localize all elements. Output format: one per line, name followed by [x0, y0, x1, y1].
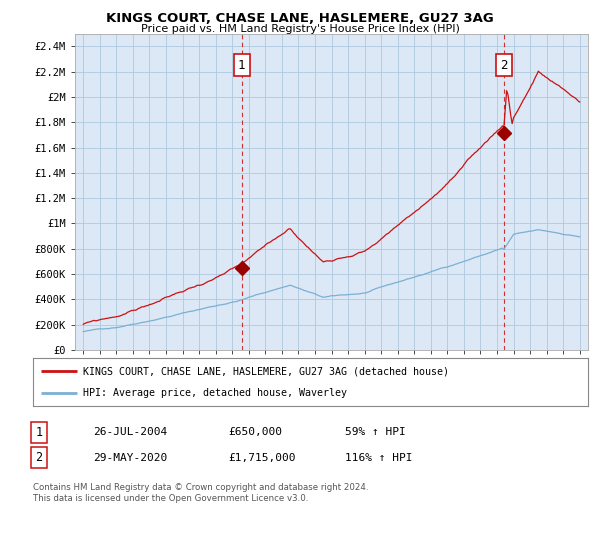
Text: This data is licensed under the Open Government Licence v3.0.: This data is licensed under the Open Gov…: [33, 494, 308, 503]
Text: 1: 1: [35, 426, 43, 439]
Text: 26-JUL-2004: 26-JUL-2004: [93, 427, 167, 437]
Text: KINGS COURT, CHASE LANE, HASLEMERE, GU27 3AG: KINGS COURT, CHASE LANE, HASLEMERE, GU27…: [106, 12, 494, 25]
Text: 116% ↑ HPI: 116% ↑ HPI: [345, 452, 413, 463]
Text: 59% ↑ HPI: 59% ↑ HPI: [345, 427, 406, 437]
Text: 1: 1: [238, 59, 245, 72]
Text: Contains HM Land Registry data © Crown copyright and database right 2024.: Contains HM Land Registry data © Crown c…: [33, 483, 368, 492]
Text: Price paid vs. HM Land Registry's House Price Index (HPI): Price paid vs. HM Land Registry's House …: [140, 24, 460, 34]
Text: 29-MAY-2020: 29-MAY-2020: [93, 452, 167, 463]
Text: HPI: Average price, detached house, Waverley: HPI: Average price, detached house, Wave…: [83, 388, 347, 398]
Text: £650,000: £650,000: [228, 427, 282, 437]
Text: KINGS COURT, CHASE LANE, HASLEMERE, GU27 3AG (detached house): KINGS COURT, CHASE LANE, HASLEMERE, GU27…: [83, 366, 449, 376]
Text: 2: 2: [35, 451, 43, 464]
Text: £1,715,000: £1,715,000: [228, 452, 296, 463]
Text: 2: 2: [500, 59, 508, 72]
